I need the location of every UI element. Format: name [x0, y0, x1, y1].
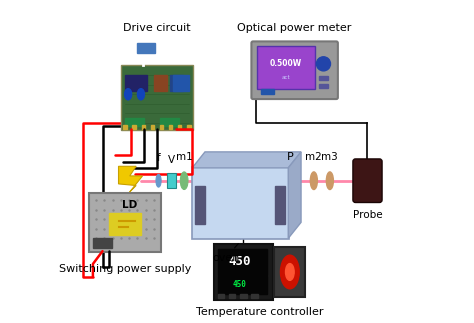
- FancyBboxPatch shape: [191, 167, 289, 239]
- Bar: [240, 294, 246, 297]
- Text: f: f: [157, 153, 160, 163]
- Bar: [261, 89, 274, 94]
- Text: Drive circuit: Drive circuit: [123, 23, 191, 33]
- Text: act: act: [282, 75, 291, 80]
- FancyBboxPatch shape: [274, 247, 305, 297]
- Ellipse shape: [137, 89, 145, 100]
- FancyBboxPatch shape: [214, 244, 273, 300]
- Bar: [218, 276, 267, 294]
- Text: 450: 450: [233, 280, 247, 289]
- Bar: [187, 125, 191, 130]
- Bar: [319, 76, 328, 80]
- Text: 450: 450: [228, 255, 251, 267]
- Ellipse shape: [125, 89, 132, 100]
- Bar: [93, 238, 112, 248]
- Bar: [123, 125, 127, 130]
- Bar: [169, 125, 172, 130]
- Bar: [142, 125, 145, 130]
- FancyBboxPatch shape: [89, 193, 161, 252]
- Ellipse shape: [281, 255, 299, 289]
- Ellipse shape: [156, 174, 161, 187]
- Text: 0.500W: 0.500W: [270, 59, 302, 68]
- Text: m1: m1: [176, 151, 192, 162]
- Bar: [195, 185, 205, 224]
- Polygon shape: [118, 166, 143, 192]
- Bar: [170, 75, 182, 91]
- Bar: [178, 125, 182, 130]
- Text: m2: m2: [305, 151, 322, 162]
- Ellipse shape: [285, 264, 294, 280]
- Ellipse shape: [310, 172, 318, 190]
- Text: P: P: [286, 151, 293, 162]
- Ellipse shape: [326, 172, 333, 190]
- Ellipse shape: [180, 172, 188, 190]
- Text: Switching power supply: Switching power supply: [59, 264, 191, 274]
- Text: Optical power meter: Optical power meter: [237, 23, 352, 33]
- FancyBboxPatch shape: [251, 41, 338, 99]
- Bar: [151, 125, 154, 130]
- Bar: [125, 118, 144, 126]
- Bar: [218, 294, 224, 297]
- Circle shape: [317, 57, 330, 71]
- Text: V: V: [168, 155, 175, 165]
- Bar: [125, 75, 147, 91]
- Polygon shape: [288, 152, 301, 238]
- Text: m3: m3: [321, 151, 338, 162]
- Bar: [251, 294, 258, 297]
- Bar: [160, 118, 179, 126]
- Text: Probe: Probe: [353, 210, 382, 220]
- FancyBboxPatch shape: [353, 159, 382, 203]
- FancyBboxPatch shape: [121, 65, 193, 130]
- Bar: [160, 125, 163, 130]
- FancyBboxPatch shape: [257, 46, 315, 89]
- Bar: [132, 125, 136, 130]
- Bar: [218, 249, 267, 275]
- Bar: [275, 185, 285, 224]
- FancyBboxPatch shape: [166, 173, 176, 188]
- Bar: [319, 84, 328, 88]
- Bar: [109, 213, 141, 235]
- Bar: [173, 75, 189, 91]
- Bar: [137, 43, 155, 53]
- Polygon shape: [192, 152, 301, 168]
- Bar: [154, 75, 166, 91]
- Text: oven: oven: [212, 244, 239, 263]
- Text: Temperature controller: Temperature controller: [196, 307, 323, 317]
- Bar: [229, 294, 236, 297]
- Text: LD: LD: [122, 200, 137, 210]
